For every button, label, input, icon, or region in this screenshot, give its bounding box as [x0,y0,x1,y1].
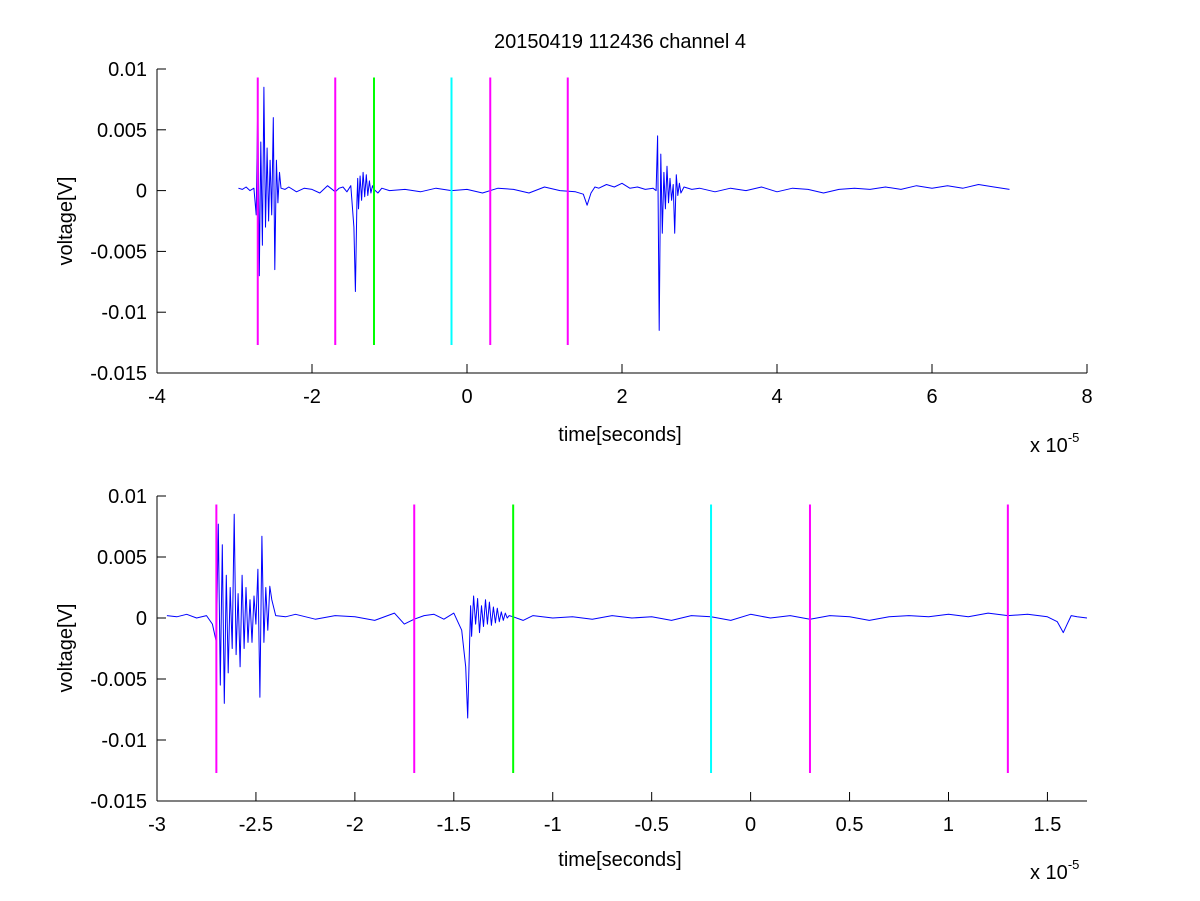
bottom-plot-x-scale-base: x 10 [1030,862,1068,884]
bottom-plot-y-tick-label: -0.005 [90,669,147,691]
top-plot-x-tick-label: 8 [1081,386,1092,408]
top-plot-x-tick-label: 6 [926,386,937,408]
top-plot-y-tick-label: 0.005 [97,120,147,142]
top-plot-y-tick-label: -0.015 [90,363,147,385]
bottom-plot-x-axis-label: time[seconds] [558,849,681,871]
bottom-plot-x-tick-label: 1 [943,814,954,836]
bottom-plot-y-tick-label: 0.005 [97,547,147,569]
bottom-plot-x-scale-label: x 10-5 [1030,857,1079,884]
bottom-plot-x-tick-label: -0.5 [634,814,668,836]
bottom-plot-x-tick-label: -2 [346,814,364,836]
bottom-plot-x-tick-label: -1 [544,814,562,836]
top-plot-x-tick-label: -2 [303,386,321,408]
bottom-plot-x-tick-label: 0 [745,814,756,836]
bottom-plot-y-tick-label: -0.015 [90,791,147,813]
bottom-plot-axes [156,496,1087,802]
top-plot-series-line [238,86,1010,331]
top-plot-y-tick-label: -0.005 [90,241,147,263]
top-plot-series-layer [238,86,1010,331]
top-plot-y-tick-label: -0.01 [101,302,147,324]
bottom-plot-ticks: -3 -2.5 -2 -1.5 -1 -0.5 0 0.5 1 1.5 0.01 0.005 0 -0.0… [90,486,1061,836]
top-plot-x-scale-base: x 10 [1030,435,1068,457]
top-plot-y-tick-label: 0.01 [108,59,147,81]
bottom-plot-series-layer [166,513,1088,719]
bottom-plot-marker-layer [215,504,1009,773]
bottom-plot-y-axis-label: voltage[V] [55,604,77,693]
bottom-plot-y-tick-label: -0.01 [101,730,147,752]
top-plot-x-tick-label: 0 [461,386,472,408]
chart-title: 20150419 112436 channel 4 [494,31,746,53]
top-plot-y-tick-label: 0 [136,181,147,203]
bottom-plot-y-tick-label: 0.01 [108,486,147,508]
bottom-plot-x-tick-label: -3 [148,814,166,836]
top-plot-x-scale-label: x 10-5 [1030,430,1079,457]
top-plot: 20150419 112436 channel 4 -4 -2 0 2 4 6 8 0.01 0… [55,31,1093,457]
bottom-plot: -3 -2.5 -2 -1.5 -1 -0.5 0 0.5 1 1.5 0.01 0.005 0 -0.0… [55,486,1088,884]
bottom-plot-x-scale-exponent: -5 [1068,857,1080,872]
bottom-plot-x-tick-label: 0.5 [836,814,864,836]
bottom-plot-x-tick-label: -1.5 [437,814,471,836]
top-plot-marker-layer [256,77,569,346]
bottom-plot-x-tick-label: 1.5 [1034,814,1062,836]
top-plot-x-axis-label: time[seconds] [558,424,681,446]
bottom-plot-y-tick-label: 0 [136,608,147,630]
top-plot-axes [156,69,1087,374]
top-plot-x-scale-exponent: -5 [1068,430,1080,445]
top-plot-ticks: -4 -2 0 2 4 6 8 0.01 0.005 0 -0.005 -0.01 -0.015 [90,59,1092,408]
bottom-plot-series-line [166,513,1088,719]
top-plot-x-tick-label: 2 [616,386,627,408]
top-plot-x-tick-label: 4 [771,386,782,408]
bottom-plot-x-tick-label: -2.5 [239,814,273,836]
top-plot-x-tick-label: -4 [148,386,166,408]
top-plot-y-axis-label: voltage[V] [55,177,77,266]
